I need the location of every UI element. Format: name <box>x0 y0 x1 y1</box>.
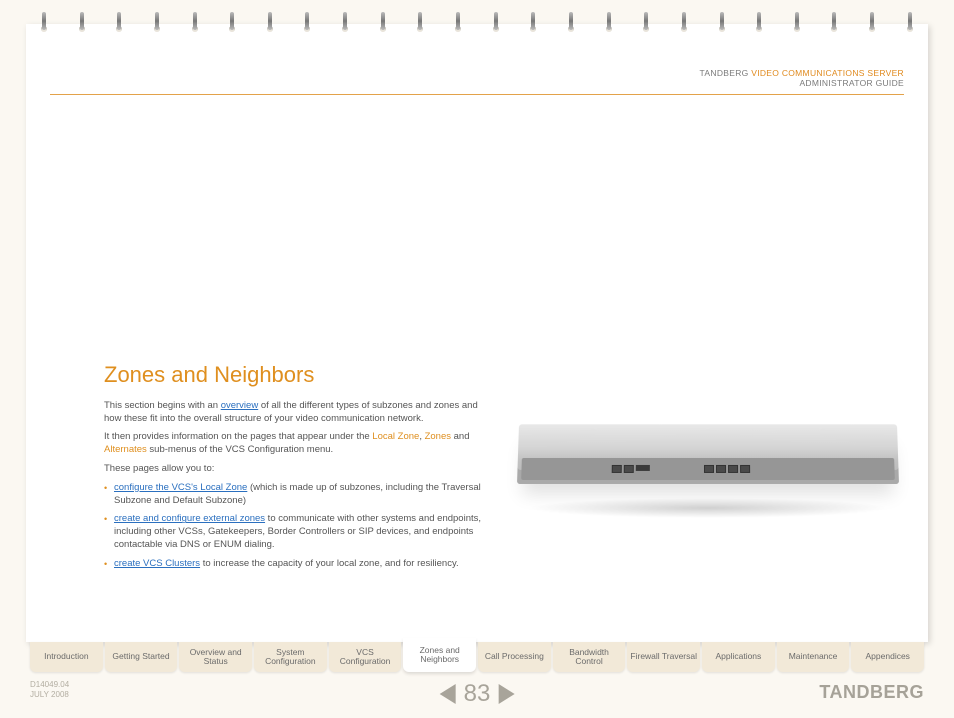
tab-getting-started[interactable]: Getting Started <box>105 642 178 672</box>
tab-overview-and-status[interactable]: Overview and Status <box>179 642 252 672</box>
port-group <box>612 465 650 473</box>
brand-logo: TANDBERG <box>819 682 924 703</box>
text-span: and <box>451 431 470 442</box>
page-number: 83 <box>464 680 491 708</box>
header-rule <box>50 94 904 95</box>
list-item: configure the VCS's Local Zone (which is… <box>104 482 484 508</box>
list-item: create and configure external zones to c… <box>104 513 484 551</box>
tab-appendices[interactable]: Appendices <box>851 642 924 672</box>
server-front-panel <box>521 458 895 480</box>
text-span: sub-menus of the VCS Configuration menu. <box>147 444 333 455</box>
port-icon <box>612 465 622 473</box>
tab-zones-and-neighbors[interactable]: Zones and Neighbors <box>403 638 476 672</box>
text-span: to increase the capacity of your local z… <box>200 558 459 569</box>
tab-applications[interactable]: Applications <box>702 642 775 672</box>
overview-link[interactable]: overview <box>221 400 259 411</box>
port-icon <box>716 465 726 473</box>
port-icon <box>740 465 750 473</box>
tab-system-configuration[interactable]: System Configuration <box>254 642 327 672</box>
configure-external-zones-link[interactable]: create and configure external zones <box>114 513 265 524</box>
tab-maintenance[interactable]: Maintenance <box>777 642 850 672</box>
document-page: TANDBERG VIDEO COMMUNICATIONS SERVER ADM… <box>26 24 928 642</box>
text-span: It then provides information on the page… <box>104 431 372 442</box>
nav-tabs: IntroductionGetting StartedOverview and … <box>30 642 924 672</box>
intro-paragraph-1: This section begins with an overview of … <box>104 400 484 426</box>
create-clusters-link[interactable]: create VCS Clusters <box>114 558 200 569</box>
port-group <box>704 465 750 473</box>
list-item: create VCS Clusters to increase the capa… <box>104 558 484 571</box>
port-icon <box>704 465 714 473</box>
tab-introduction[interactable]: Introduction <box>30 642 103 672</box>
prev-page-arrow-icon[interactable] <box>440 684 456 704</box>
page-header: TANDBERG VIDEO COMMUNICATIONS SERVER ADM… <box>700 68 904 88</box>
device-shadow <box>528 498 888 518</box>
bullet-list: configure the VCS's Local Zone (which is… <box>104 482 484 571</box>
intro-paragraph-2: It then provides information on the page… <box>104 431 484 457</box>
port-icon <box>728 465 738 473</box>
port-icon <box>624 465 634 473</box>
header-company: TANDBERG <box>700 68 749 78</box>
main-content: Zones and Neighbors This section begins … <box>104 360 484 577</box>
server-chassis <box>517 424 899 484</box>
intro-paragraph-3: These pages allow you to: <box>104 463 484 476</box>
next-page-arrow-icon[interactable] <box>498 684 514 704</box>
page-title: Zones and Neighbors <box>104 360 484 390</box>
device-illustration <box>518 414 898 524</box>
header-subtitle: ADMINISTRATOR GUIDE <box>700 78 904 88</box>
tab-firewall-traversal[interactable]: Firewall Traversal <box>627 642 700 672</box>
tab-call-processing[interactable]: Call Processing <box>478 642 551 672</box>
zones-link[interactable]: Zones <box>425 431 451 442</box>
local-zone-link[interactable]: Local Zone <box>372 431 419 442</box>
usb-icon <box>636 465 650 471</box>
page-footer: D14049.04 JULY 2008 83 TANDBERG <box>30 680 924 710</box>
tab-bandwidth-control[interactable]: Bandwidth Control <box>553 642 626 672</box>
text-span: This section begins with an <box>104 400 221 411</box>
page-navigation: 83 <box>440 680 515 708</box>
configure-local-zone-link[interactable]: configure the VCS's Local Zone <box>114 482 247 493</box>
header-product: VIDEO COMMUNICATIONS SERVER <box>751 68 904 78</box>
alternates-link[interactable]: Alternates <box>104 444 147 455</box>
tab-vcs-configuration[interactable]: VCS Configuration <box>329 642 402 672</box>
